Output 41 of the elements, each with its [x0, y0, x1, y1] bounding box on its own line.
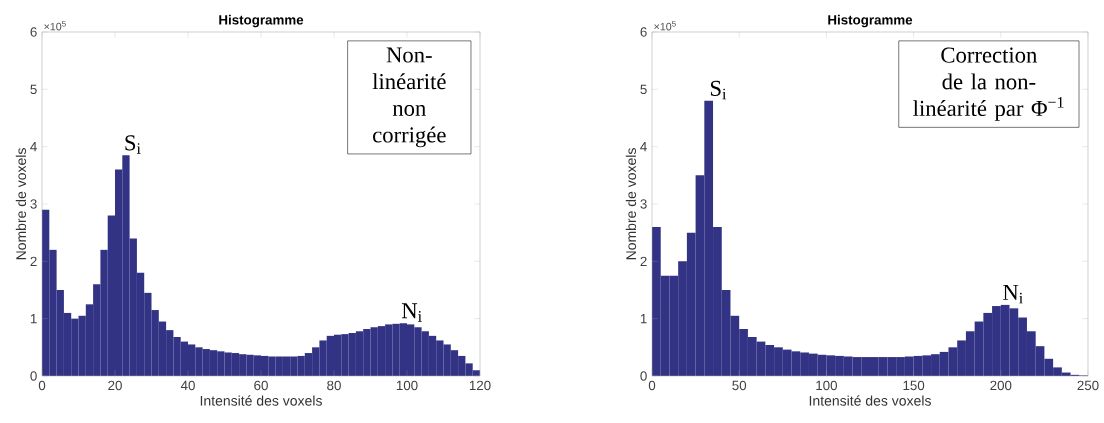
- x-tick-label: 100: [396, 380, 418, 391]
- chart-title: Histogramme: [828, 14, 913, 28]
- y-tick-label: 3: [30, 199, 37, 209]
- x-axis-title: Intensité des voxels: [200, 395, 322, 406]
- y-tick-label: 2: [30, 256, 37, 266]
- y-tick-label: 0: [30, 371, 37, 381]
- x-tick-label: 250: [1077, 380, 1099, 391]
- y-tick-label: 4: [640, 142, 647, 152]
- annotation: Correction de la non-linéarité par Φ$^{−1}$: [913, 47, 1064, 121]
- x-tick-label: 40: [180, 380, 195, 391]
- annotation: Non-linéarité non corrigée: [372, 47, 446, 148]
- x-tick-label: 200: [990, 380, 1012, 391]
- y-tick-label: 6: [30, 27, 37, 37]
- y-tick-label: 1: [640, 314, 647, 324]
- x-tick-label: 150: [903, 380, 925, 391]
- annotation: S$_{i}$: [125, 135, 141, 154]
- x-tick-label: 20: [108, 380, 122, 391]
- y-axis-title: Nombre de voxels: [625, 148, 637, 260]
- x-tick-label: 120: [469, 380, 491, 391]
- y-tick-label: 2: [640, 256, 647, 266]
- x-tick-label: 0: [38, 380, 46, 391]
- y-tick-label: 4: [30, 142, 37, 152]
- text: ×10$^{5}$: [44, 21, 66, 31]
- x-tick-label: 80: [327, 380, 341, 391]
- text: ×10$^{5}$: [654, 21, 676, 31]
- y-tick-label: 3: [640, 199, 647, 209]
- x-tick-label: 60: [254, 380, 268, 391]
- y-axis-title: Nombre de voxels: [15, 148, 27, 260]
- x-tick-label: 100: [816, 380, 838, 391]
- annotation: S$_{i}$: [710, 80, 727, 100]
- annotation: N$_{i}$: [1003, 284, 1023, 304]
- y-tick-label: 1: [30, 314, 37, 324]
- y-tick-label: 5: [640, 84, 647, 94]
- chart-title: Histogramme: [219, 14, 304, 28]
- x-tick-label: 50: [732, 380, 747, 391]
- y-tick-label: 6: [640, 27, 647, 37]
- y-tick-label: 5: [30, 84, 37, 94]
- x-tick-label: 0: [648, 380, 656, 391]
- x-axis-title: Intensité des voxels: [809, 395, 931, 406]
- y-tick-label: 0: [640, 371, 647, 381]
- annotation: N$_{i}$: [401, 303, 422, 322]
